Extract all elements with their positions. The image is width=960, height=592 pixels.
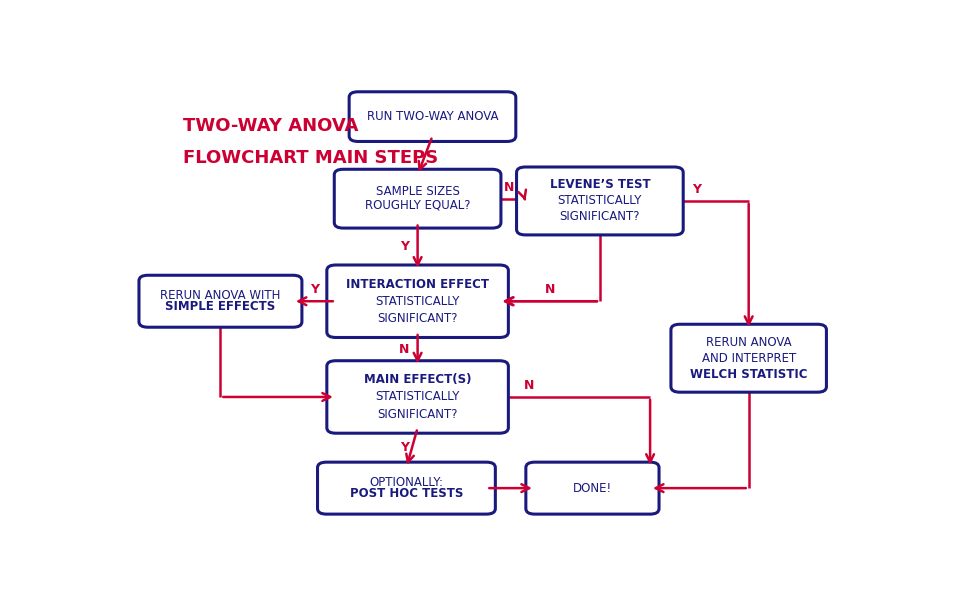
- Text: SIGNIFICANT?: SIGNIFICANT?: [377, 408, 458, 421]
- Text: STATISTICALLY: STATISTICALLY: [558, 194, 642, 207]
- FancyBboxPatch shape: [671, 324, 827, 392]
- FancyBboxPatch shape: [326, 265, 509, 337]
- Text: RUN TWO-WAY ANOVA: RUN TWO-WAY ANOVA: [367, 110, 498, 123]
- Text: SIMPLE EFFECTS: SIMPLE EFFECTS: [165, 301, 276, 314]
- FancyBboxPatch shape: [334, 169, 501, 228]
- FancyBboxPatch shape: [526, 462, 659, 514]
- Text: STATISTICALLY: STATISTICALLY: [375, 391, 460, 404]
- Text: FLOWCHART MAIN STEPS: FLOWCHART MAIN STEPS: [183, 149, 439, 167]
- Text: WELCH STATISTIC: WELCH STATISTIC: [690, 368, 807, 381]
- Text: AND INTERPRET: AND INTERPRET: [702, 352, 796, 365]
- FancyBboxPatch shape: [326, 361, 509, 433]
- Text: N: N: [504, 181, 514, 194]
- Text: POST HOC TESTS: POST HOC TESTS: [349, 487, 463, 500]
- Text: RERUN ANOVA: RERUN ANOVA: [706, 336, 791, 349]
- FancyBboxPatch shape: [139, 275, 301, 327]
- Text: N: N: [524, 379, 535, 392]
- Text: Y: Y: [399, 240, 409, 253]
- Text: OPTIONALLY:: OPTIONALLY:: [370, 476, 444, 489]
- Text: LEVENE’S TEST: LEVENE’S TEST: [549, 179, 650, 191]
- Text: SAMPLE SIZES: SAMPLE SIZES: [375, 185, 460, 198]
- Text: Y: Y: [399, 441, 409, 454]
- Text: Y: Y: [692, 183, 701, 196]
- Text: DONE!: DONE!: [573, 482, 612, 495]
- Text: ROUGHLY EQUAL?: ROUGHLY EQUAL?: [365, 199, 470, 212]
- Text: N: N: [399, 343, 409, 356]
- Text: RERUN ANOVA WITH: RERUN ANOVA WITH: [160, 289, 280, 302]
- Text: SIGNIFICANT?: SIGNIFICANT?: [377, 312, 458, 325]
- Text: SIGNIFICANT?: SIGNIFICANT?: [560, 210, 640, 223]
- FancyBboxPatch shape: [349, 92, 516, 141]
- Text: Y: Y: [310, 284, 319, 297]
- FancyBboxPatch shape: [516, 167, 684, 235]
- Text: STATISTICALLY: STATISTICALLY: [375, 295, 460, 308]
- Text: MAIN EFFECT(S): MAIN EFFECT(S): [364, 373, 471, 386]
- Text: N: N: [544, 284, 555, 297]
- FancyBboxPatch shape: [318, 462, 495, 514]
- Text: TWO-WAY ANOVA: TWO-WAY ANOVA: [183, 117, 359, 135]
- Text: INTERACTION EFFECT: INTERACTION EFFECT: [347, 278, 489, 291]
